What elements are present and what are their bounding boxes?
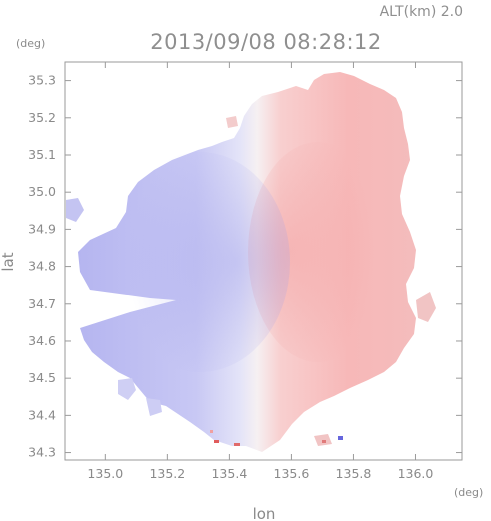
echo-patch <box>66 198 84 222</box>
echo-patch <box>118 378 136 400</box>
y-axis-label: lat <box>0 252 17 271</box>
y-tick-label: 34.3 <box>28 445 56 460</box>
y-tick-label: 34.7 <box>28 296 56 311</box>
y-tick-label: 34.8 <box>28 259 56 274</box>
velocity-field <box>66 72 436 452</box>
chart-title: 2013/09/08 08:28:12 <box>150 30 382 54</box>
echo-patch <box>226 116 238 128</box>
echo-speck <box>234 443 240 446</box>
y-tick-label: 34.6 <box>28 333 56 348</box>
y-axis-unit: (deg) <box>16 37 45 50</box>
x-axis-ticks: 135.0 135.2 135.4 135.6 135.8 136.0 <box>87 62 433 481</box>
y-tick-label: 34.5 <box>28 370 56 385</box>
x-tick-label: 135.4 <box>211 466 247 481</box>
x-tick-label: 136.0 <box>398 466 434 481</box>
echo-speck <box>214 440 219 443</box>
x-tick-label: 135.0 <box>87 466 123 481</box>
y-tick-label: 35.3 <box>28 73 56 88</box>
y-tick-label: 34.9 <box>28 221 56 236</box>
negative-core <box>110 152 290 372</box>
x-axis-label: lon <box>253 505 276 521</box>
y-tick-label: 35.2 <box>28 110 56 125</box>
y-tick-label: 34.4 <box>28 407 56 422</box>
y-tick-label: 35.0 <box>28 184 56 199</box>
x-tick-label: 135.2 <box>149 466 185 481</box>
plot-frame <box>64 61 463 461</box>
echo-patch <box>146 398 162 416</box>
y-axis-ticks: 34.3 34.4 34.5 34.6 34.7 34.8 34.9 35.0 35.1 35.2… <box>28 73 462 460</box>
x-tick-label: 135.8 <box>336 466 372 481</box>
y-tick-label: 35.1 <box>28 147 56 162</box>
echo-patch <box>416 292 436 322</box>
echo-speck <box>322 440 326 443</box>
altitude-label: ALT(km) 2.0 <box>380 4 463 20</box>
echo-speck <box>338 436 343 440</box>
echo-speck <box>210 430 213 433</box>
x-axis-unit: (deg) <box>454 486 483 499</box>
x-tick-label: 135.6 <box>274 466 310 481</box>
positive-core <box>248 142 388 362</box>
